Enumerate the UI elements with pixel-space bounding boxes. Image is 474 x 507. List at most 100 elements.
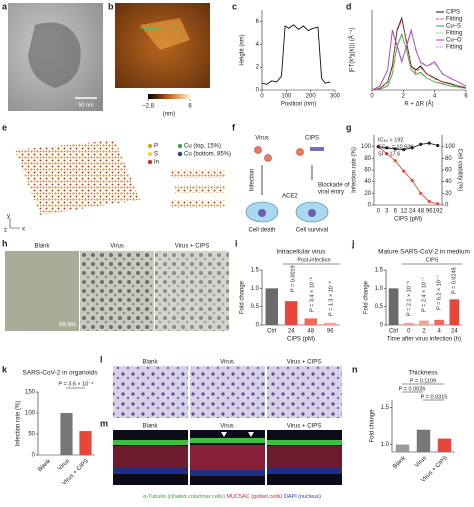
x-tick-label: Ctrl xyxy=(267,329,276,335)
y-tick-label: 80 xyxy=(364,156,371,162)
data-point xyxy=(410,146,414,150)
y-tick-label: 1.5 xyxy=(381,405,390,411)
panel-label: f xyxy=(232,122,236,132)
blockade-label: Blockade of xyxy=(318,183,350,189)
legend-label: Cu (bottom, 85%) xyxy=(184,152,231,158)
image-title: Virus xyxy=(220,424,234,430)
histology xyxy=(113,366,188,418)
y-tick-label: 1.0 xyxy=(375,286,384,292)
annotation: IC₅₀ > 192 xyxy=(378,137,403,143)
y-tick-label: 150 xyxy=(25,390,36,396)
x-axis-label: CIPS (pM) xyxy=(287,337,315,343)
side-view xyxy=(170,170,225,178)
colorbar-tick-label: −2.8 xyxy=(142,104,155,110)
x-tick-label: 24 xyxy=(288,329,295,335)
y-tick-label: 4 xyxy=(256,42,260,48)
ace2-label: ACE2 xyxy=(282,194,298,200)
panel-label: i xyxy=(235,238,238,248)
virus-label: Virus xyxy=(255,136,269,142)
y-tick-label: 0.5 xyxy=(375,304,384,310)
axis-label: x xyxy=(22,227,25,233)
x-tick-label: 96 xyxy=(327,329,334,335)
bar xyxy=(419,320,429,325)
panel-label: k xyxy=(2,364,8,374)
y-tick-label: 0 xyxy=(32,453,36,459)
scale-bar-label: 50 nm xyxy=(78,102,94,108)
panel-label: j xyxy=(351,238,355,248)
x-tick-label: 6 xyxy=(394,209,398,215)
y-tick-label: 1.5 xyxy=(251,268,260,274)
x-tick-label: 4 xyxy=(433,94,437,100)
data-point xyxy=(402,169,406,173)
x-tick-label: 200 xyxy=(306,94,317,100)
bar xyxy=(434,319,445,325)
panel-label: m xyxy=(100,418,108,428)
annotation: CIPS xyxy=(426,257,439,263)
data-point xyxy=(427,141,431,145)
y-tick-label: 20 xyxy=(364,191,371,197)
legend-label: S xyxy=(154,152,158,158)
y2-tick-label: 40 xyxy=(445,179,452,185)
bar xyxy=(449,299,460,325)
annotation: P = 0.0248 xyxy=(451,267,457,294)
legend-label: Fitting xyxy=(446,17,462,23)
y-axis-label: Fold change xyxy=(370,409,376,443)
annotation: P = 6.2 × 10⁻⁷ xyxy=(435,275,442,310)
x-tick-label: 300 xyxy=(330,94,341,100)
y-tick-label: 40 xyxy=(364,179,371,185)
legend-swatch xyxy=(147,151,153,157)
annotation: P = 0.0019 xyxy=(290,265,296,292)
x-tick-label: 0 xyxy=(377,209,381,215)
colorbar-tick-label: 6 xyxy=(188,104,192,110)
x-tick-label: 12 xyxy=(400,209,407,215)
annotation: P = 3.6 × 10⁻⁴ xyxy=(58,380,94,387)
data-line xyxy=(261,24,331,85)
data-point xyxy=(419,142,423,146)
y2-axis-label: Cell viability (%) xyxy=(456,149,462,192)
image-title: Virus + CIPS xyxy=(287,424,321,430)
annotation: P = 3.4 × 10⁻⁶ xyxy=(308,277,315,312)
fluorescence-images xyxy=(113,430,342,485)
panel-label: d xyxy=(346,1,352,11)
x-axis-label: CIPS (pM) xyxy=(394,217,422,223)
legend-label: Fitting xyxy=(446,31,462,37)
image-title: Virus xyxy=(220,360,234,366)
x-tick-label: Ctrl xyxy=(389,329,398,335)
panel-label: n xyxy=(352,364,358,374)
bar xyxy=(285,301,298,325)
profile-line xyxy=(139,27,179,31)
bar xyxy=(388,288,399,325)
x-tick-label: 2 xyxy=(422,329,426,335)
y-tick-label: 50 xyxy=(28,432,35,438)
bar xyxy=(324,322,337,325)
bar xyxy=(265,288,278,325)
y-tick-label: 1.0 xyxy=(251,286,260,292)
blockade-label: viral entry xyxy=(318,190,344,196)
axis-line xyxy=(261,10,335,91)
data-line xyxy=(377,146,438,205)
annotation: P = 2.4 × 10⁻⁷ xyxy=(420,277,427,312)
y-tick-label: 60 xyxy=(364,168,371,174)
data-point xyxy=(419,191,423,195)
y-tick-label: 0 xyxy=(256,323,260,329)
y-axis-label: Fold change xyxy=(240,280,246,314)
x-tick-label: 0 xyxy=(370,94,374,100)
image-title: Blank xyxy=(142,360,158,366)
side-view xyxy=(170,200,225,208)
legend-label: Cu (top, 15%) xyxy=(184,144,221,150)
y-tick-label: 0 xyxy=(380,323,384,329)
cell-viability: 99.9% xyxy=(59,323,77,329)
x-axis-label: Position (nm) xyxy=(281,102,316,108)
axis-label: z xyxy=(4,228,7,234)
x-tick-label: 0 xyxy=(260,94,264,100)
x-tick-label: 100 xyxy=(281,94,292,100)
y-tick-label: 0 xyxy=(368,203,372,209)
data-line xyxy=(371,18,467,91)
bar xyxy=(437,438,452,452)
x-axis-label: R + ΔR (Å) xyxy=(404,101,433,108)
axis-label: y xyxy=(7,214,10,220)
virus-icon xyxy=(296,148,304,156)
annotation: P = 1.3 × 10⁻⁶ xyxy=(327,281,334,316)
y-tick-label: 1.0 xyxy=(381,442,390,448)
